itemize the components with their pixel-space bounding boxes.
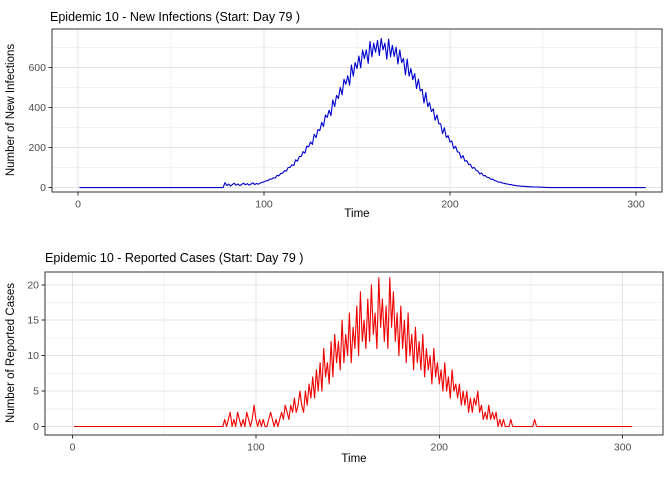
new-infections-line xyxy=(79,37,646,189)
panel-border xyxy=(44,271,664,436)
chart1-x-axis-title: Time xyxy=(344,208,370,220)
x-tick-label: 0 xyxy=(70,442,76,454)
y-tick-label: 15 xyxy=(27,315,39,327)
y-tick-label: 10 xyxy=(27,350,39,362)
panel-border xyxy=(51,28,663,193)
y-tick-label: 20 xyxy=(27,279,39,291)
chart1-y-axis-title: Number of New Infections xyxy=(5,43,17,177)
chart1-title: Epidemic 10 - New Infections (Start: Day… xyxy=(50,10,301,24)
reported-cases-line xyxy=(73,277,633,428)
x-tick-label: 300 xyxy=(627,199,645,211)
x-tick-label: 100 xyxy=(255,199,273,211)
x-tick-label: 200 xyxy=(441,199,459,211)
chart2-x-axis-title: Time xyxy=(341,453,367,465)
panel-background xyxy=(45,272,663,435)
x-tick-label: 0 xyxy=(75,199,81,211)
chart2-title: Epidemic 10 - Reported Cases (Start: Day… xyxy=(45,251,304,265)
y-tick-label: 200 xyxy=(28,142,46,154)
x-tick-label: 300 xyxy=(614,442,632,454)
y-tick-label: 400 xyxy=(28,102,46,114)
y-tick-label: 0 xyxy=(33,421,39,433)
chart2-y-axis-title: Number of Reported Cases xyxy=(5,283,17,423)
y-tick-label: 5 xyxy=(33,386,39,398)
y-tick-label: 600 xyxy=(28,62,46,74)
x-tick-label: 200 xyxy=(431,442,449,454)
y-tick-label: 0 xyxy=(40,182,46,194)
x-tick-label: 100 xyxy=(247,442,265,454)
